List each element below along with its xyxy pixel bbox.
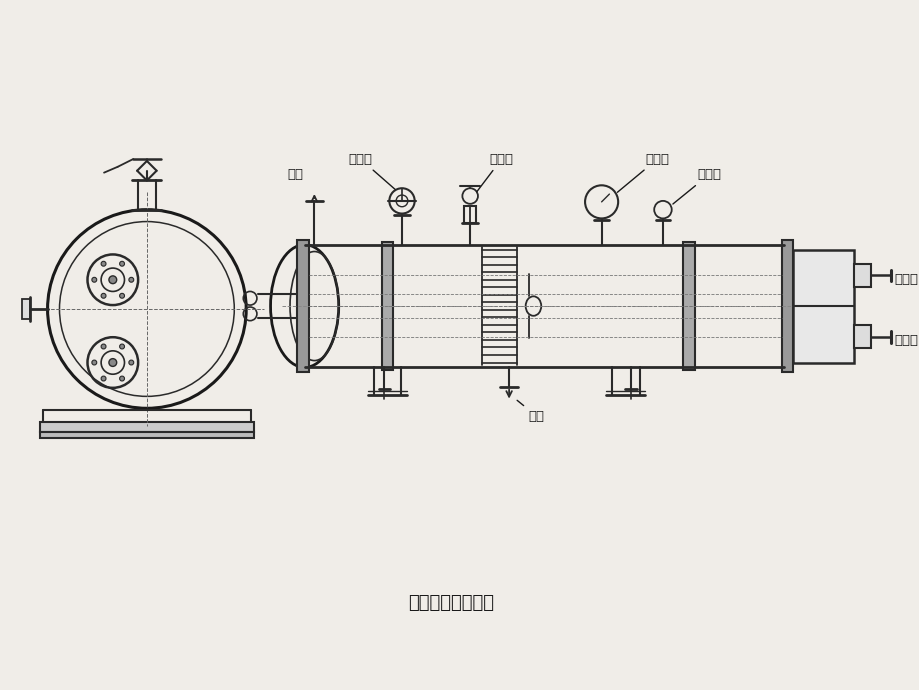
Circle shape	[119, 344, 124, 349]
Circle shape	[101, 376, 106, 381]
Circle shape	[129, 360, 133, 365]
Text: 卧式壳管式冷凝器: 卧式壳管式冷凝器	[407, 594, 494, 612]
Circle shape	[119, 262, 124, 266]
Bar	[464, 206, 475, 224]
Circle shape	[119, 293, 124, 298]
Bar	[22, 299, 30, 319]
Text: 压力表: 压力表	[617, 152, 669, 193]
Bar	[853, 264, 870, 287]
Bar	[683, 241, 695, 371]
Bar	[40, 422, 254, 432]
Circle shape	[92, 277, 96, 282]
Bar	[792, 250, 853, 362]
Bar	[381, 241, 392, 371]
Text: 氨液: 氨液	[516, 400, 544, 422]
Bar	[40, 432, 254, 437]
Text: 冷却水: 冷却水	[894, 273, 918, 286]
Text: 平衡件: 平衡件	[348, 152, 394, 189]
Text: 冷却水: 冷却水	[894, 334, 918, 347]
Circle shape	[92, 360, 96, 365]
Circle shape	[129, 277, 133, 282]
Text: 氨气: 氨气	[287, 168, 302, 181]
Bar	[853, 325, 870, 348]
Circle shape	[101, 262, 106, 266]
Circle shape	[101, 293, 106, 298]
Circle shape	[101, 344, 106, 349]
Circle shape	[119, 376, 124, 381]
Bar	[781, 240, 792, 373]
Text: 放空气: 放空气	[672, 168, 720, 204]
Circle shape	[108, 359, 117, 366]
Bar	[297, 240, 308, 373]
Text: 安全阀: 安全阀	[476, 152, 513, 192]
Circle shape	[108, 276, 117, 284]
